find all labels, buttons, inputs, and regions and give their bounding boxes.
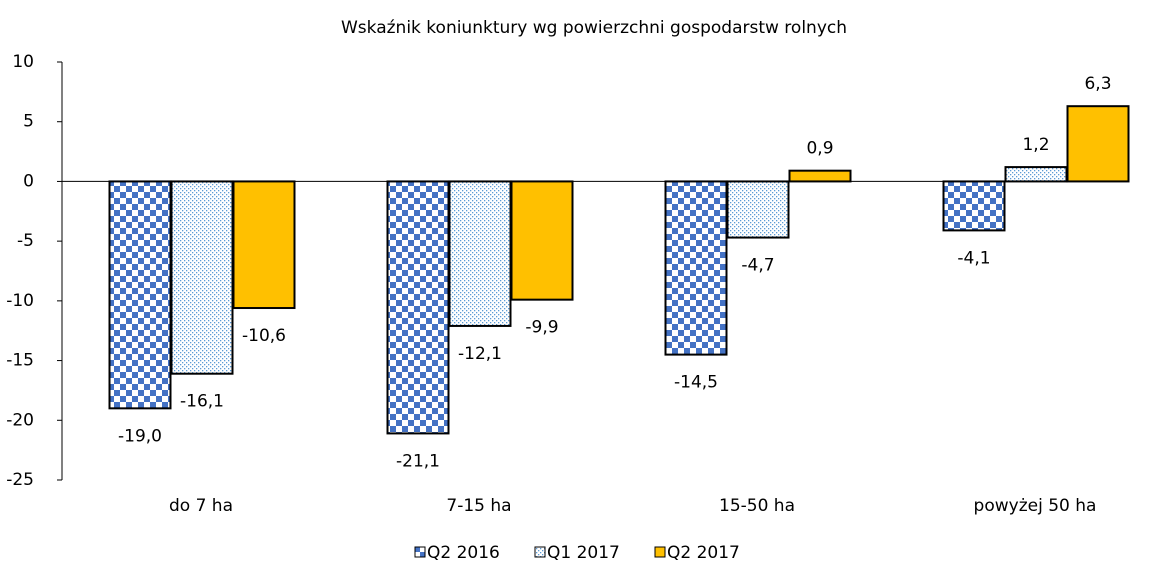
bar [510, 180, 574, 301]
value-label: -16,1 [180, 392, 224, 412]
y-tick-label: 10 [12, 52, 34, 72]
value-label: -21,1 [396, 451, 440, 471]
value-label: -4,7 [741, 256, 774, 276]
y-tick-label: -5 [17, 231, 34, 251]
value-label: -19,0 [118, 426, 162, 446]
y-tick-label: 0 [23, 171, 34, 191]
bar [170, 180, 234, 375]
bar [942, 180, 1006, 232]
legend-label: Q1 2017 [547, 543, 620, 563]
bar [1004, 166, 1068, 183]
value-label: 1,2 [1022, 135, 1049, 155]
legend-swatch [654, 546, 666, 558]
value-label: -4,1 [957, 248, 990, 268]
bar [1066, 105, 1130, 183]
value-label: 0,9 [806, 139, 833, 159]
legend-label: Q2 2016 [427, 543, 500, 563]
y-tick-label: 5 [23, 112, 34, 132]
bar [232, 180, 296, 310]
x-tick-label: powyżej 50 ha [974, 496, 1097, 516]
y-tick-label: -10 [6, 291, 34, 311]
bar [788, 169, 852, 183]
value-label: -12,1 [458, 344, 502, 364]
x-tick-label: 7-15 ha [446, 496, 511, 516]
y-tick-label: -25 [6, 470, 34, 490]
value-label: 6,3 [1084, 74, 1111, 94]
value-label: -14,5 [674, 373, 718, 393]
bar [448, 180, 512, 327]
x-tick-label: do 7 ha [169, 496, 233, 516]
legend-swatch [414, 546, 426, 558]
value-label: -9,9 [525, 318, 558, 338]
value-label: -10,6 [242, 326, 286, 346]
y-tick-label: -20 [6, 410, 34, 430]
x-tick-label: 15-50 ha [719, 496, 795, 516]
legend-label: Q2 2017 [667, 543, 740, 563]
chart-title: Wskaźnik koniunktury wg powierzchni gosp… [341, 18, 847, 38]
y-tick-label: -15 [6, 351, 34, 371]
bar [726, 180, 790, 239]
bar [386, 180, 450, 435]
legend-swatch [534, 546, 546, 558]
bar [664, 180, 728, 356]
bar [108, 180, 172, 410]
